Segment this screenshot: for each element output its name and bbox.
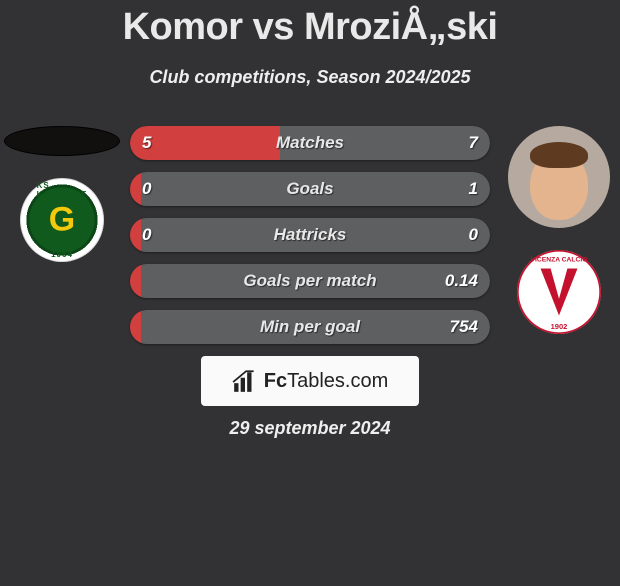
stat-bar: 01Goals (130, 172, 490, 206)
watermark-text: FcTables.com (264, 370, 389, 393)
player-right-name: MroziÅ„ski (304, 6, 497, 48)
club-badge-right: VICENZA CALCIO 1902 (517, 250, 601, 334)
player-left-name: Komor (123, 6, 243, 48)
watermark-bold: Fc (264, 370, 287, 392)
stat-bar: 00Hattricks (130, 218, 490, 252)
bar-chart-icon (232, 368, 258, 394)
badge-right-top-text: VICENZA CALCIO (531, 257, 588, 264)
right-player-column: VICENZA CALCIO 1902 (500, 126, 618, 334)
watermark: FcTables.com (201, 356, 419, 406)
badge-left-top-text: KS KATOWICE (37, 181, 88, 199)
bar-label: Matches (130, 133, 490, 153)
bar-label: Goals per match (130, 271, 490, 291)
club-badge-right-svg: VICENZA CALCIO 1902 (517, 250, 601, 334)
stat-bar: 0.14Goals per match (130, 264, 490, 298)
stat-bar: 57Matches (130, 126, 490, 160)
badge-left-bottom-text: 1964 (51, 250, 73, 259)
bar-label: Hattricks (130, 225, 490, 245)
stat-bar: 754Min per goal (130, 310, 490, 344)
player-left-avatar (4, 126, 120, 156)
left-player-column: KS KATOWICE G 1964 (3, 126, 121, 262)
badge-left-letter: G (49, 201, 75, 240)
watermark-rest: Tables.com (287, 370, 388, 392)
bar-label: Min per goal (130, 317, 490, 337)
page-title: Komor vs MroziÅ„ski (0, 6, 620, 49)
date-label: 29 september 2024 (0, 418, 620, 439)
stat-bars: 57Matches 01Goals 00Hattricks 0.14Goals per… (130, 126, 490, 344)
club-badge-left: KS KATOWICE G 1964 (20, 178, 104, 262)
bar-label: Goals (130, 179, 490, 199)
player-right-avatar (508, 126, 610, 228)
subtitle: Club competitions, Season 2024/2025 (0, 67, 620, 88)
badge-right-bottom-text: 1902 (551, 322, 568, 331)
vs-label: vs (253, 6, 294, 48)
